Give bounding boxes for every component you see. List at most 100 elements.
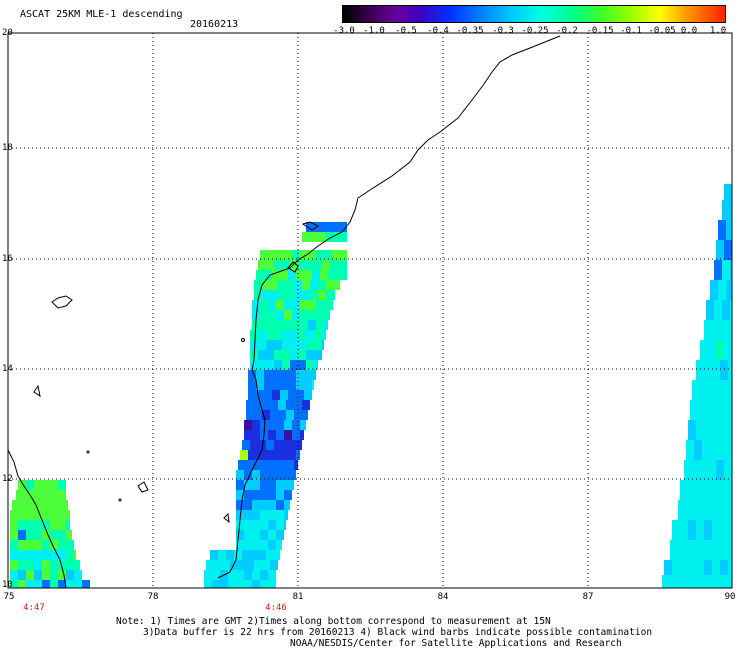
swath-cell (266, 360, 274, 370)
swath-cell (704, 320, 712, 340)
swath-cell (276, 420, 284, 430)
swath-cell (214, 560, 222, 570)
swath-cell (268, 310, 276, 320)
swath-cell (288, 270, 296, 280)
swath-cell (34, 550, 42, 560)
swath-cell (284, 500, 290, 510)
swath-cell (324, 250, 332, 260)
swath-cell (720, 520, 728, 540)
swath-cell (284, 470, 292, 480)
swath-cell (18, 480, 26, 490)
swath-cell (250, 340, 258, 350)
swath-cell (304, 390, 312, 400)
swath-cell (332, 300, 333, 310)
swath-cell (252, 570, 260, 580)
swath-cell (286, 280, 294, 290)
swath-cell (276, 430, 284, 440)
swath-cell (680, 480, 688, 500)
swath-cell (704, 480, 712, 500)
swath-cell (722, 260, 730, 280)
swath-cell (262, 560, 270, 570)
swath-cell (694, 440, 702, 460)
swath-cell (346, 260, 347, 270)
swath-cell (276, 490, 284, 500)
swath-cell (82, 580, 90, 588)
swath-cell (290, 340, 298, 350)
swath-cell (18, 550, 26, 560)
swath-cell (696, 360, 704, 380)
swath-cell (310, 290, 318, 300)
swath-cell (670, 540, 678, 560)
swath-cell (58, 520, 66, 530)
swath-cell (34, 580, 42, 588)
swath-cell (712, 480, 720, 500)
swath-cell (266, 340, 274, 350)
swath-cell (258, 340, 266, 350)
swath-cell (268, 530, 276, 540)
swath-cell (726, 500, 732, 520)
swath-cell (42, 520, 50, 530)
swath-cell (268, 520, 276, 530)
lat-label: 12 (2, 474, 13, 484)
swath-cell (296, 270, 304, 280)
swath-cell (696, 560, 704, 580)
swath-cell (268, 510, 276, 520)
swath-cell (74, 580, 82, 588)
swath-cell (10, 550, 18, 560)
colorbar-label: 1.0 (709, 26, 727, 36)
swath-cell (276, 530, 284, 540)
swath-cell (234, 550, 242, 560)
swath-cell (10, 520, 18, 530)
swath-cell (58, 580, 66, 588)
swath-cell (710, 540, 718, 560)
swath-cell (292, 470, 296, 480)
swath-cell (710, 500, 718, 520)
swath-cell (310, 232, 318, 242)
swath-cell (296, 450, 300, 460)
swath-cell (256, 390, 264, 400)
swath-cell (26, 510, 34, 520)
colorbar (342, 5, 726, 23)
swath-cell (10, 510, 18, 520)
swath-cell (310, 280, 318, 290)
swath-cell (264, 370, 272, 380)
swath-cell (700, 380, 708, 400)
swath-cell (238, 560, 246, 570)
swath-cell (34, 540, 42, 550)
swath-cell (26, 580, 34, 588)
swath-cell (300, 310, 308, 320)
swath-cell (244, 520, 252, 530)
swath-cell (28, 500, 36, 510)
swath-cell (276, 500, 284, 510)
swath-cell (292, 310, 300, 320)
swath-cell (34, 570, 42, 580)
swath-cell (254, 280, 262, 290)
swath-cell (686, 440, 694, 460)
swath-cell (268, 490, 276, 500)
swath-cell (220, 580, 228, 588)
swath-cell (694, 500, 702, 520)
swath-cell (268, 540, 276, 550)
swath-cell (236, 580, 244, 588)
swath-cell (276, 250, 284, 260)
swath-cell (724, 460, 732, 480)
swath-cell (718, 440, 726, 460)
swath-cell (272, 270, 280, 280)
swath-cell (50, 570, 58, 580)
swath-cell (26, 530, 34, 540)
swath-cell (262, 460, 270, 470)
swath-cell (290, 350, 298, 360)
swath-cell (726, 540, 732, 560)
swath-cell (716, 240, 724, 260)
swath-cell (260, 490, 268, 500)
swath-cell (260, 320, 268, 330)
lon-label: 75 (3, 592, 15, 602)
swath-cell (322, 260, 330, 270)
swath-cell (728, 520, 732, 540)
swath-cell (212, 580, 220, 588)
swath-cell (284, 320, 292, 330)
swath-cell (338, 222, 346, 232)
swath-cell (272, 390, 280, 400)
swath-cell (672, 520, 680, 540)
swath-cell (20, 500, 28, 510)
